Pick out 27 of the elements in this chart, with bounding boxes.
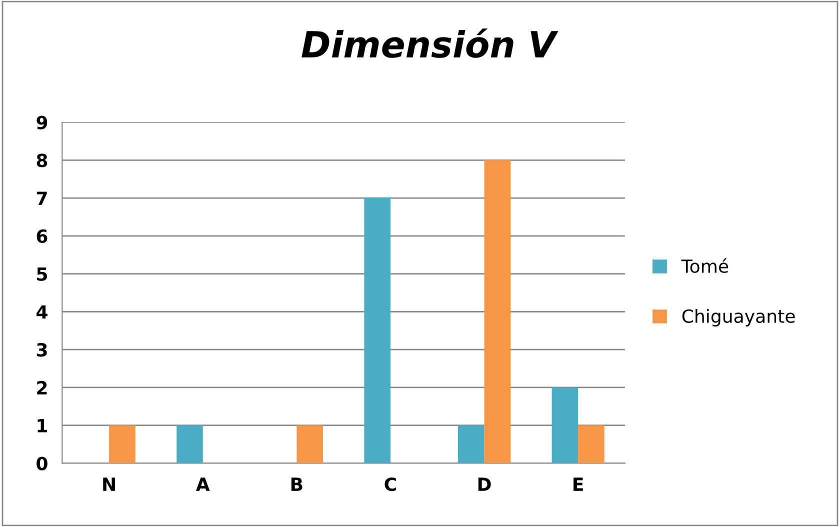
x-tick-label: E: [574, 478, 583, 491]
legend-label: Chiguayante: [682, 309, 795, 326]
y-tick-label: 1: [38, 419, 48, 432]
y-tick-label: 6: [36, 229, 48, 244]
y-tick-label: 9: [36, 116, 48, 130]
bar: [578, 425, 604, 464]
y-tick-label: 7: [36, 192, 47, 205]
bar: [176, 425, 203, 464]
bar: [296, 425, 323, 464]
legend-label: Tomé: [681, 258, 728, 273]
chart-title: Dimensión V: [302, 28, 558, 58]
y-tick-label: 8: [36, 154, 48, 168]
y-tick-label: 3: [36, 343, 47, 357]
x-tick-label: D: [478, 478, 491, 491]
bar: [458, 425, 484, 464]
y-tick-label: 2: [37, 380, 47, 394]
y-tick-label: 5: [37, 268, 48, 281]
x-tick-label: C: [384, 477, 396, 492]
x-tick-label: A: [196, 478, 210, 491]
y-tick-label: 4: [36, 305, 48, 319]
x-tick-label: B: [291, 478, 302, 491]
bar: [109, 425, 136, 464]
bar: [552, 387, 578, 464]
bar: [484, 160, 511, 464]
bar: [364, 198, 390, 464]
y-tick-label: 0: [36, 456, 48, 470]
x-tick-label: N: [103, 478, 115, 491]
